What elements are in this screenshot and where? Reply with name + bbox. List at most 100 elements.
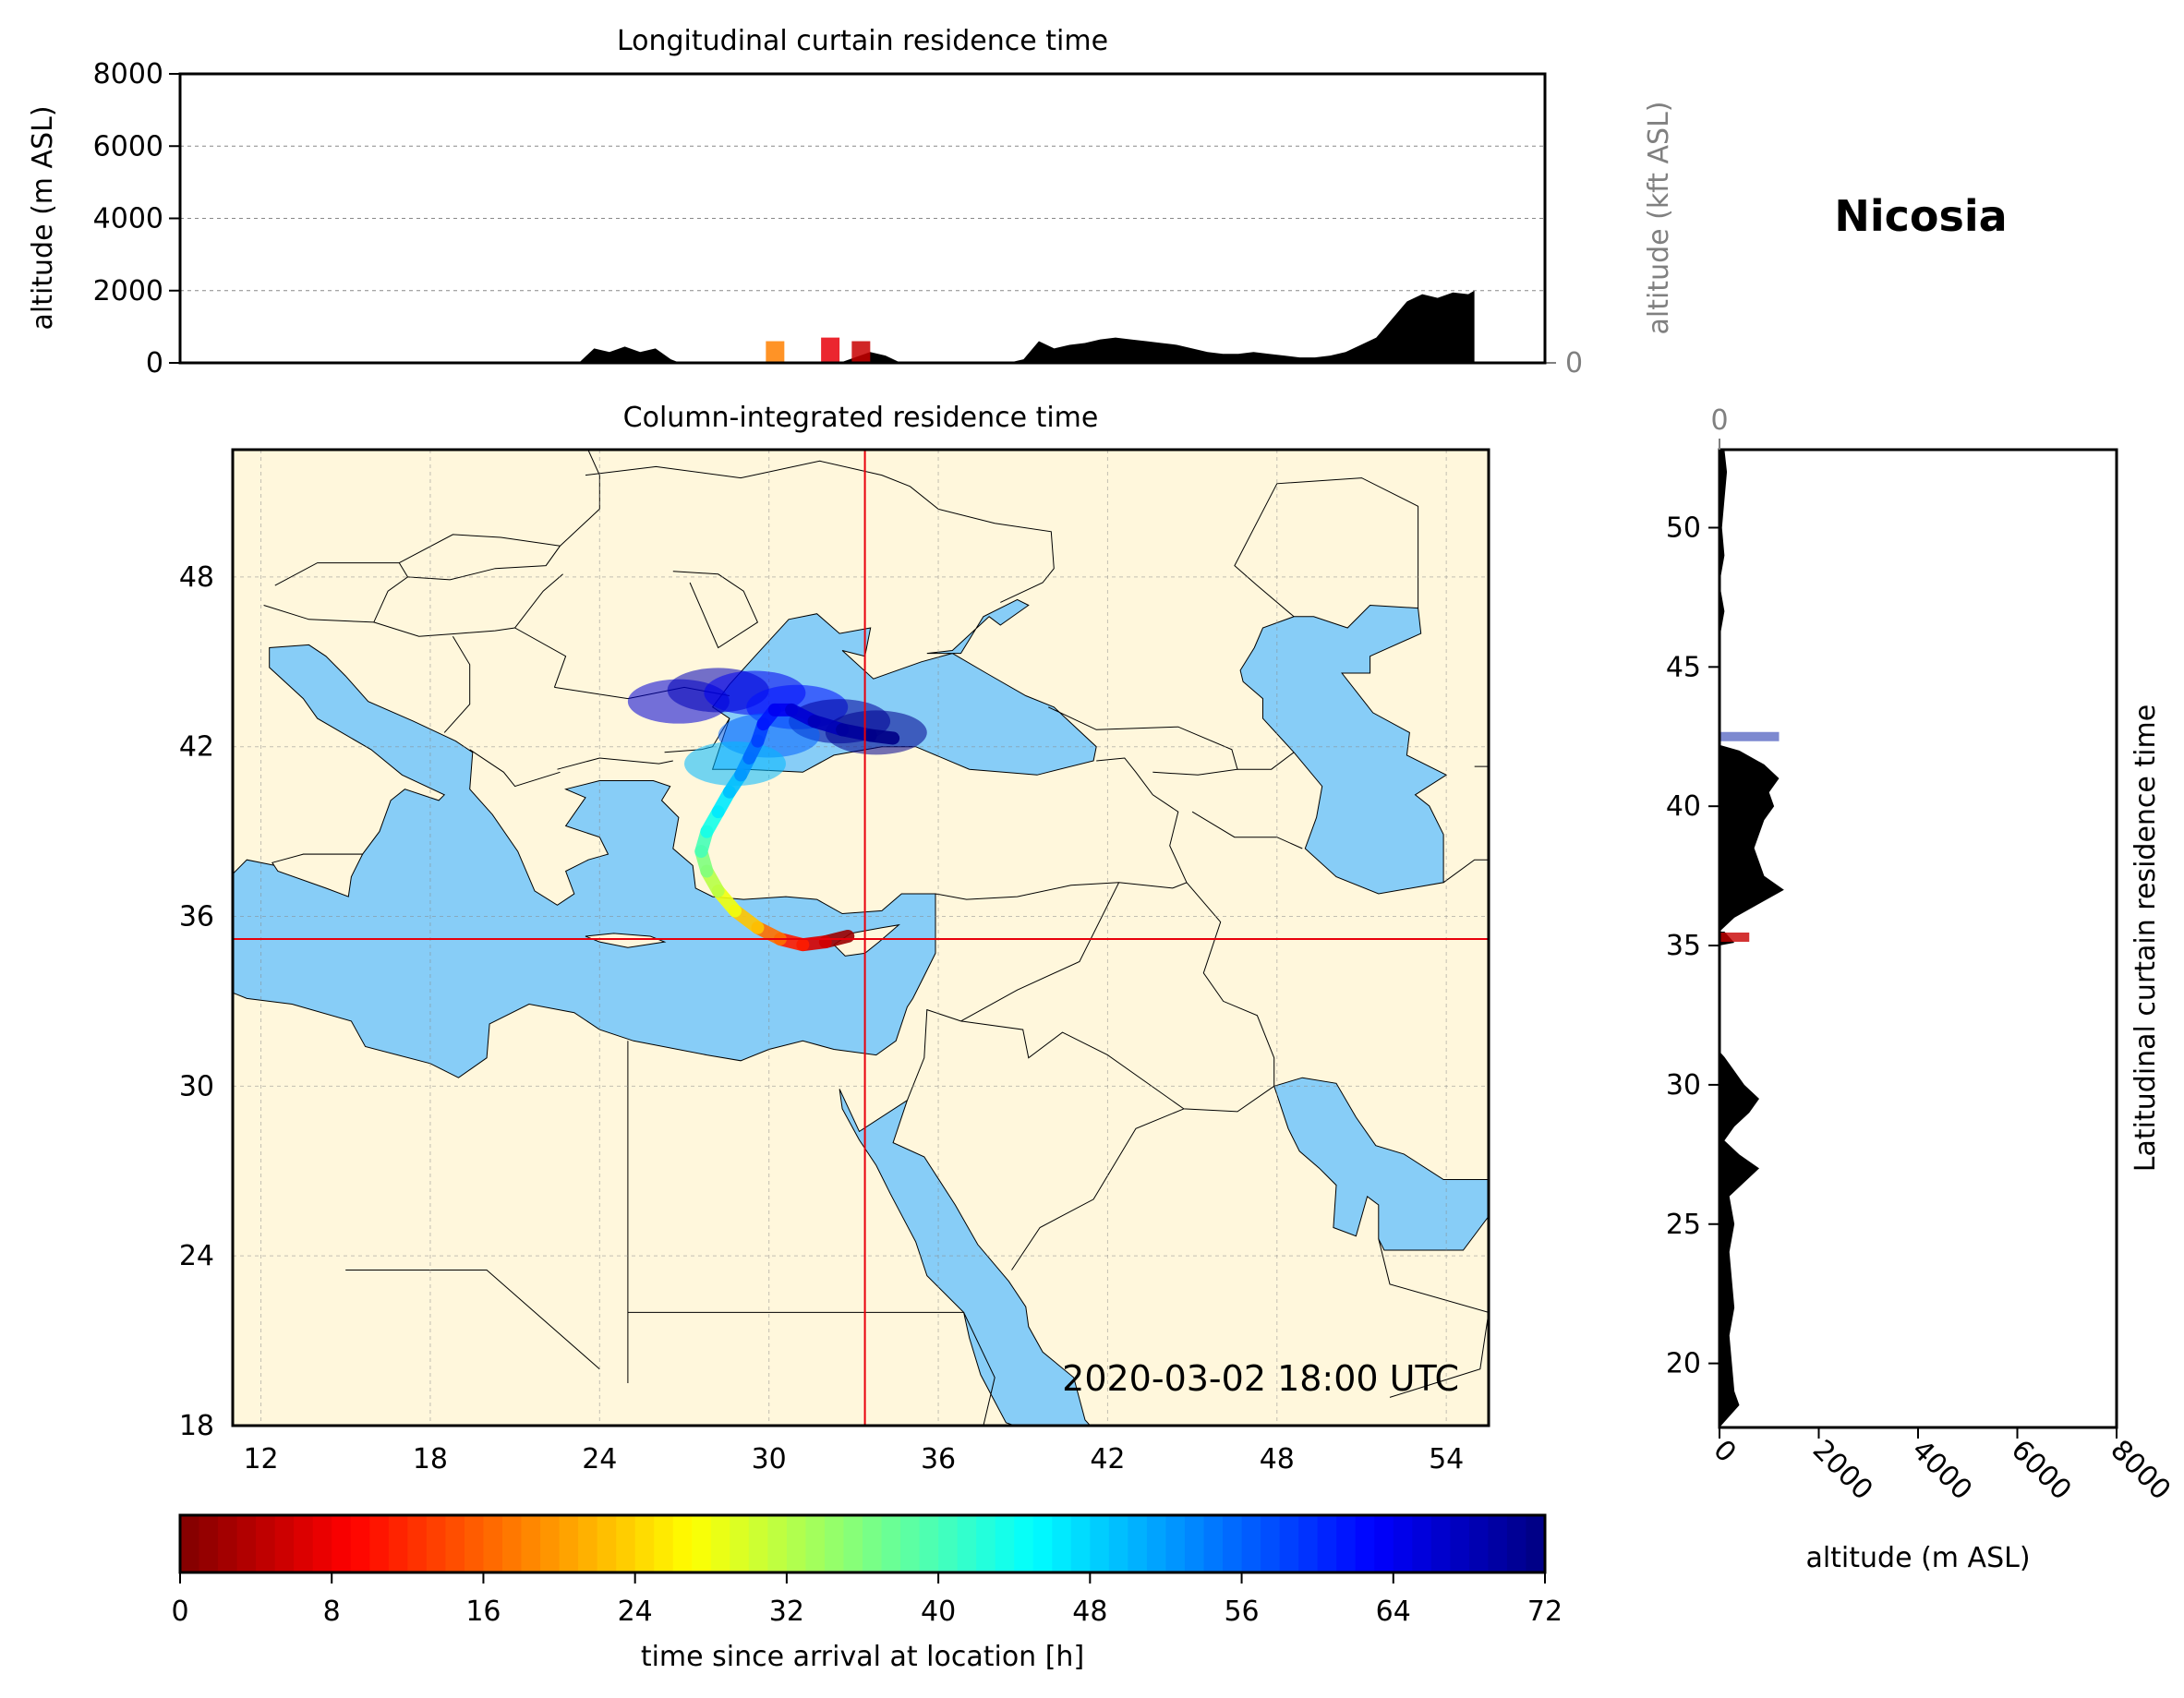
colorbar-cell — [218, 1515, 238, 1572]
plume-cloud-blob — [684, 741, 786, 787]
country-border — [1488, 1193, 1489, 1196]
longitudinal-ytick-label: 4000 — [93, 203, 163, 235]
colorbar-cell — [1412, 1515, 1432, 1572]
colorbar-cell — [730, 1515, 750, 1572]
colorbar-cell — [616, 1515, 636, 1572]
longitudinal-ytick-label: 8000 — [93, 58, 163, 90]
longitudinal-yticks: 0 2000 4000 6000 8000 — [93, 58, 180, 379]
colorbar-cell — [407, 1515, 428, 1572]
colorbar-cell — [1032, 1515, 1053, 1572]
colorbar-cell — [199, 1515, 219, 1572]
latitudinal-ytick-label: 40 — [1666, 790, 1701, 823]
sea-polygon — [1239, 604, 1448, 895]
colorbar-cell — [501, 1515, 523, 1572]
country-border — [960, 882, 1120, 1022]
latitudinal-markers — [1719, 731, 1780, 942]
colorbar-gradient — [180, 1515, 1546, 1572]
colorbar-cell — [540, 1515, 561, 1572]
colorbar-cell — [1317, 1515, 1337, 1572]
colorbar-cell — [1128, 1515, 1148, 1572]
timestamp: 2020-03-02 18:00 UTC — [1062, 1358, 1459, 1399]
colorbar-cell — [1146, 1515, 1167, 1572]
map-ytick-label: 24 — [179, 1240, 214, 1272]
colorbar-label: time since arrival at location [h] — [641, 1641, 1084, 1673]
latitudinal-xticks-top: 050100 — [1710, 404, 1729, 450]
latitudinal-ytick-label: 50 — [1666, 512, 1701, 544]
colorbar-cell — [521, 1515, 541, 1572]
colorbar-cell — [976, 1515, 996, 1572]
colorbar-cell — [767, 1515, 788, 1572]
latitudinal-ytick-label: 30 — [1666, 1069, 1701, 1102]
latitudinal-residence-marker — [1719, 731, 1780, 741]
map-xtick-label: 24 — [582, 1443, 617, 1475]
latitudinal-residence-marker — [1719, 932, 1750, 942]
colorbar-cell — [1070, 1515, 1091, 1572]
colorbar-cell — [1203, 1515, 1224, 1572]
latitudinal-ytick-label: 25 — [1666, 1209, 1701, 1241]
longitudinal-ylabel-right: altitude (kft ASL) — [1643, 101, 1675, 334]
colorbar-cell — [559, 1515, 579, 1572]
colorbar-cell — [957, 1515, 977, 1572]
country-border — [1186, 882, 1275, 1087]
sea-polygon — [926, 598, 1030, 655]
colorbar-tick-label: 0 — [171, 1596, 188, 1628]
plume-segment — [863, 729, 900, 745]
island-polygon — [833, 923, 900, 957]
country-border — [443, 635, 471, 733]
map-yticks: 18 24 30 36 42 48 — [179, 561, 214, 1442]
country-border — [345, 1270, 600, 1370]
latitudinal-frame — [1718, 448, 2118, 1429]
longitudinal-ytick-label: 0 — [146, 347, 163, 379]
sea-polygon — [1488, 1192, 1489, 1288]
colorbar-tick-label: 8 — [323, 1596, 341, 1628]
island-polygon — [271, 853, 364, 897]
longitudinal-residence-marker — [821, 337, 840, 363]
country-border — [263, 562, 409, 623]
colorbar-cell — [445, 1515, 465, 1572]
colorbar-cell — [1184, 1515, 1205, 1572]
latitudinal-ytick-label: 45 — [1666, 651, 1701, 683]
map-xticks: 12 18 24 30 36 42 48 54 — [243, 1443, 1464, 1475]
colorbar-cell — [710, 1515, 730, 1572]
colorbar-cell — [881, 1515, 901, 1572]
colorbar-cell — [312, 1515, 332, 1572]
latitudinal-xtick-label: 0 — [1707, 1434, 1742, 1469]
colorbar-tick-label: 16 — [465, 1596, 501, 1628]
colorbar-cell — [1526, 1515, 1546, 1572]
colorbar-cell — [672, 1515, 693, 1572]
longitudinal-frame — [178, 72, 1547, 365]
colorbar-tick-label: 40 — [921, 1596, 956, 1628]
island-polygon — [585, 933, 667, 948]
longitudinal-yticks-right: 050100 — [1545, 347, 1583, 379]
colorbar-cell — [256, 1515, 276, 1572]
latitudinal-xtick-label: 4000 — [1905, 1434, 1978, 1507]
country-border — [560, 450, 600, 547]
country-border — [1474, 765, 1489, 767]
colorbar-cell — [634, 1515, 655, 1572]
colorbar-tick-label: 56 — [1224, 1596, 1259, 1628]
colorbar-cell — [1241, 1515, 1261, 1572]
colorbar-cell — [180, 1515, 200, 1572]
latitudinal-ytick-label: 35 — [1666, 930, 1701, 962]
longitudinal-terrain — [180, 290, 1475, 363]
map-ytick-label: 30 — [179, 1070, 214, 1102]
colorbar: 0 8 16 24 32 40 48 56 64 72 time since arrival at… — [171, 1513, 1563, 1673]
map-xtick-label: 30 — [752, 1443, 787, 1475]
longitudinal-title: Longitudinal curtain residence time — [617, 25, 1108, 57]
country-border — [963, 1312, 995, 1426]
map-xtick-label: 42 — [1090, 1443, 1125, 1475]
latitudinal-xlabel: altitude (m ASL) — [1805, 1542, 2030, 1574]
colorbar-cell — [900, 1515, 921, 1572]
latitudinal-xtick-top-label: 0 — [1710, 404, 1728, 437]
latitudinal-ytick-label: 20 — [1666, 1348, 1701, 1380]
colorbar-tick-label: 24 — [618, 1596, 653, 1628]
colorbar-cell — [748, 1515, 768, 1572]
country-border — [469, 749, 561, 788]
map-xtick-label: 36 — [921, 1443, 956, 1475]
map-panel: Column-integrated residence time 12 18 24 3… — [179, 402, 1490, 1475]
colorbar-cell — [1488, 1515, 1508, 1572]
latitudinal-xtick-label: 6000 — [2005, 1434, 2078, 1507]
map-ytick-label: 18 — [179, 1410, 214, 1442]
colorbar-cell — [1014, 1515, 1034, 1572]
